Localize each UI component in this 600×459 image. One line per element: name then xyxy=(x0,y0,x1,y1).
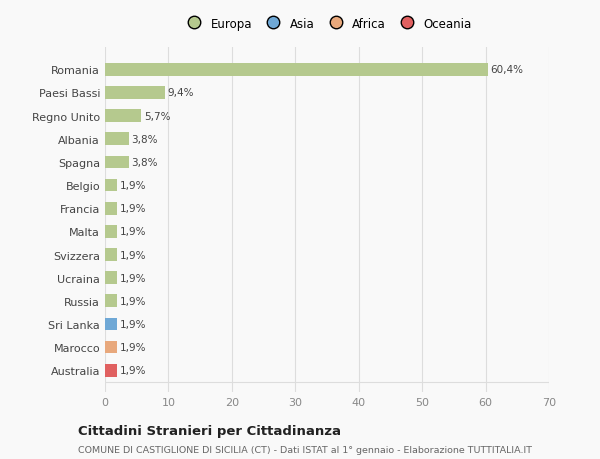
Bar xyxy=(105,133,129,146)
Bar xyxy=(105,225,117,238)
Bar xyxy=(105,202,117,215)
Legend: Europa, Asia, Africa, Oceania: Europa, Asia, Africa, Oceania xyxy=(178,13,476,35)
Text: 1,9%: 1,9% xyxy=(119,250,146,260)
Text: 1,9%: 1,9% xyxy=(119,227,146,237)
Bar xyxy=(105,318,117,330)
Bar xyxy=(105,341,117,354)
Text: 9,4%: 9,4% xyxy=(167,88,194,98)
Text: 1,9%: 1,9% xyxy=(119,296,146,306)
Bar xyxy=(105,64,488,77)
Text: 1,9%: 1,9% xyxy=(119,204,146,214)
Text: 1,9%: 1,9% xyxy=(119,273,146,283)
Text: 1,9%: 1,9% xyxy=(119,342,146,353)
Bar xyxy=(105,272,117,285)
Text: Cittadini Stranieri per Cittadinanza: Cittadini Stranieri per Cittadinanza xyxy=(78,425,341,437)
Text: 60,4%: 60,4% xyxy=(491,65,524,75)
Bar xyxy=(105,110,141,123)
Bar xyxy=(105,295,117,308)
Bar xyxy=(105,249,117,261)
Text: 3,8%: 3,8% xyxy=(131,157,158,168)
Text: 5,7%: 5,7% xyxy=(143,112,170,121)
Bar xyxy=(105,364,117,377)
Text: 3,8%: 3,8% xyxy=(131,134,158,145)
Bar xyxy=(105,87,164,100)
Text: 1,9%: 1,9% xyxy=(119,319,146,329)
Text: COMUNE DI CASTIGLIONE DI SICILIA (CT) - Dati ISTAT al 1° gennaio - Elaborazione : COMUNE DI CASTIGLIONE DI SICILIA (CT) - … xyxy=(78,445,532,454)
Bar xyxy=(105,179,117,192)
Text: 1,9%: 1,9% xyxy=(119,365,146,375)
Bar xyxy=(105,156,129,169)
Text: 1,9%: 1,9% xyxy=(119,181,146,190)
